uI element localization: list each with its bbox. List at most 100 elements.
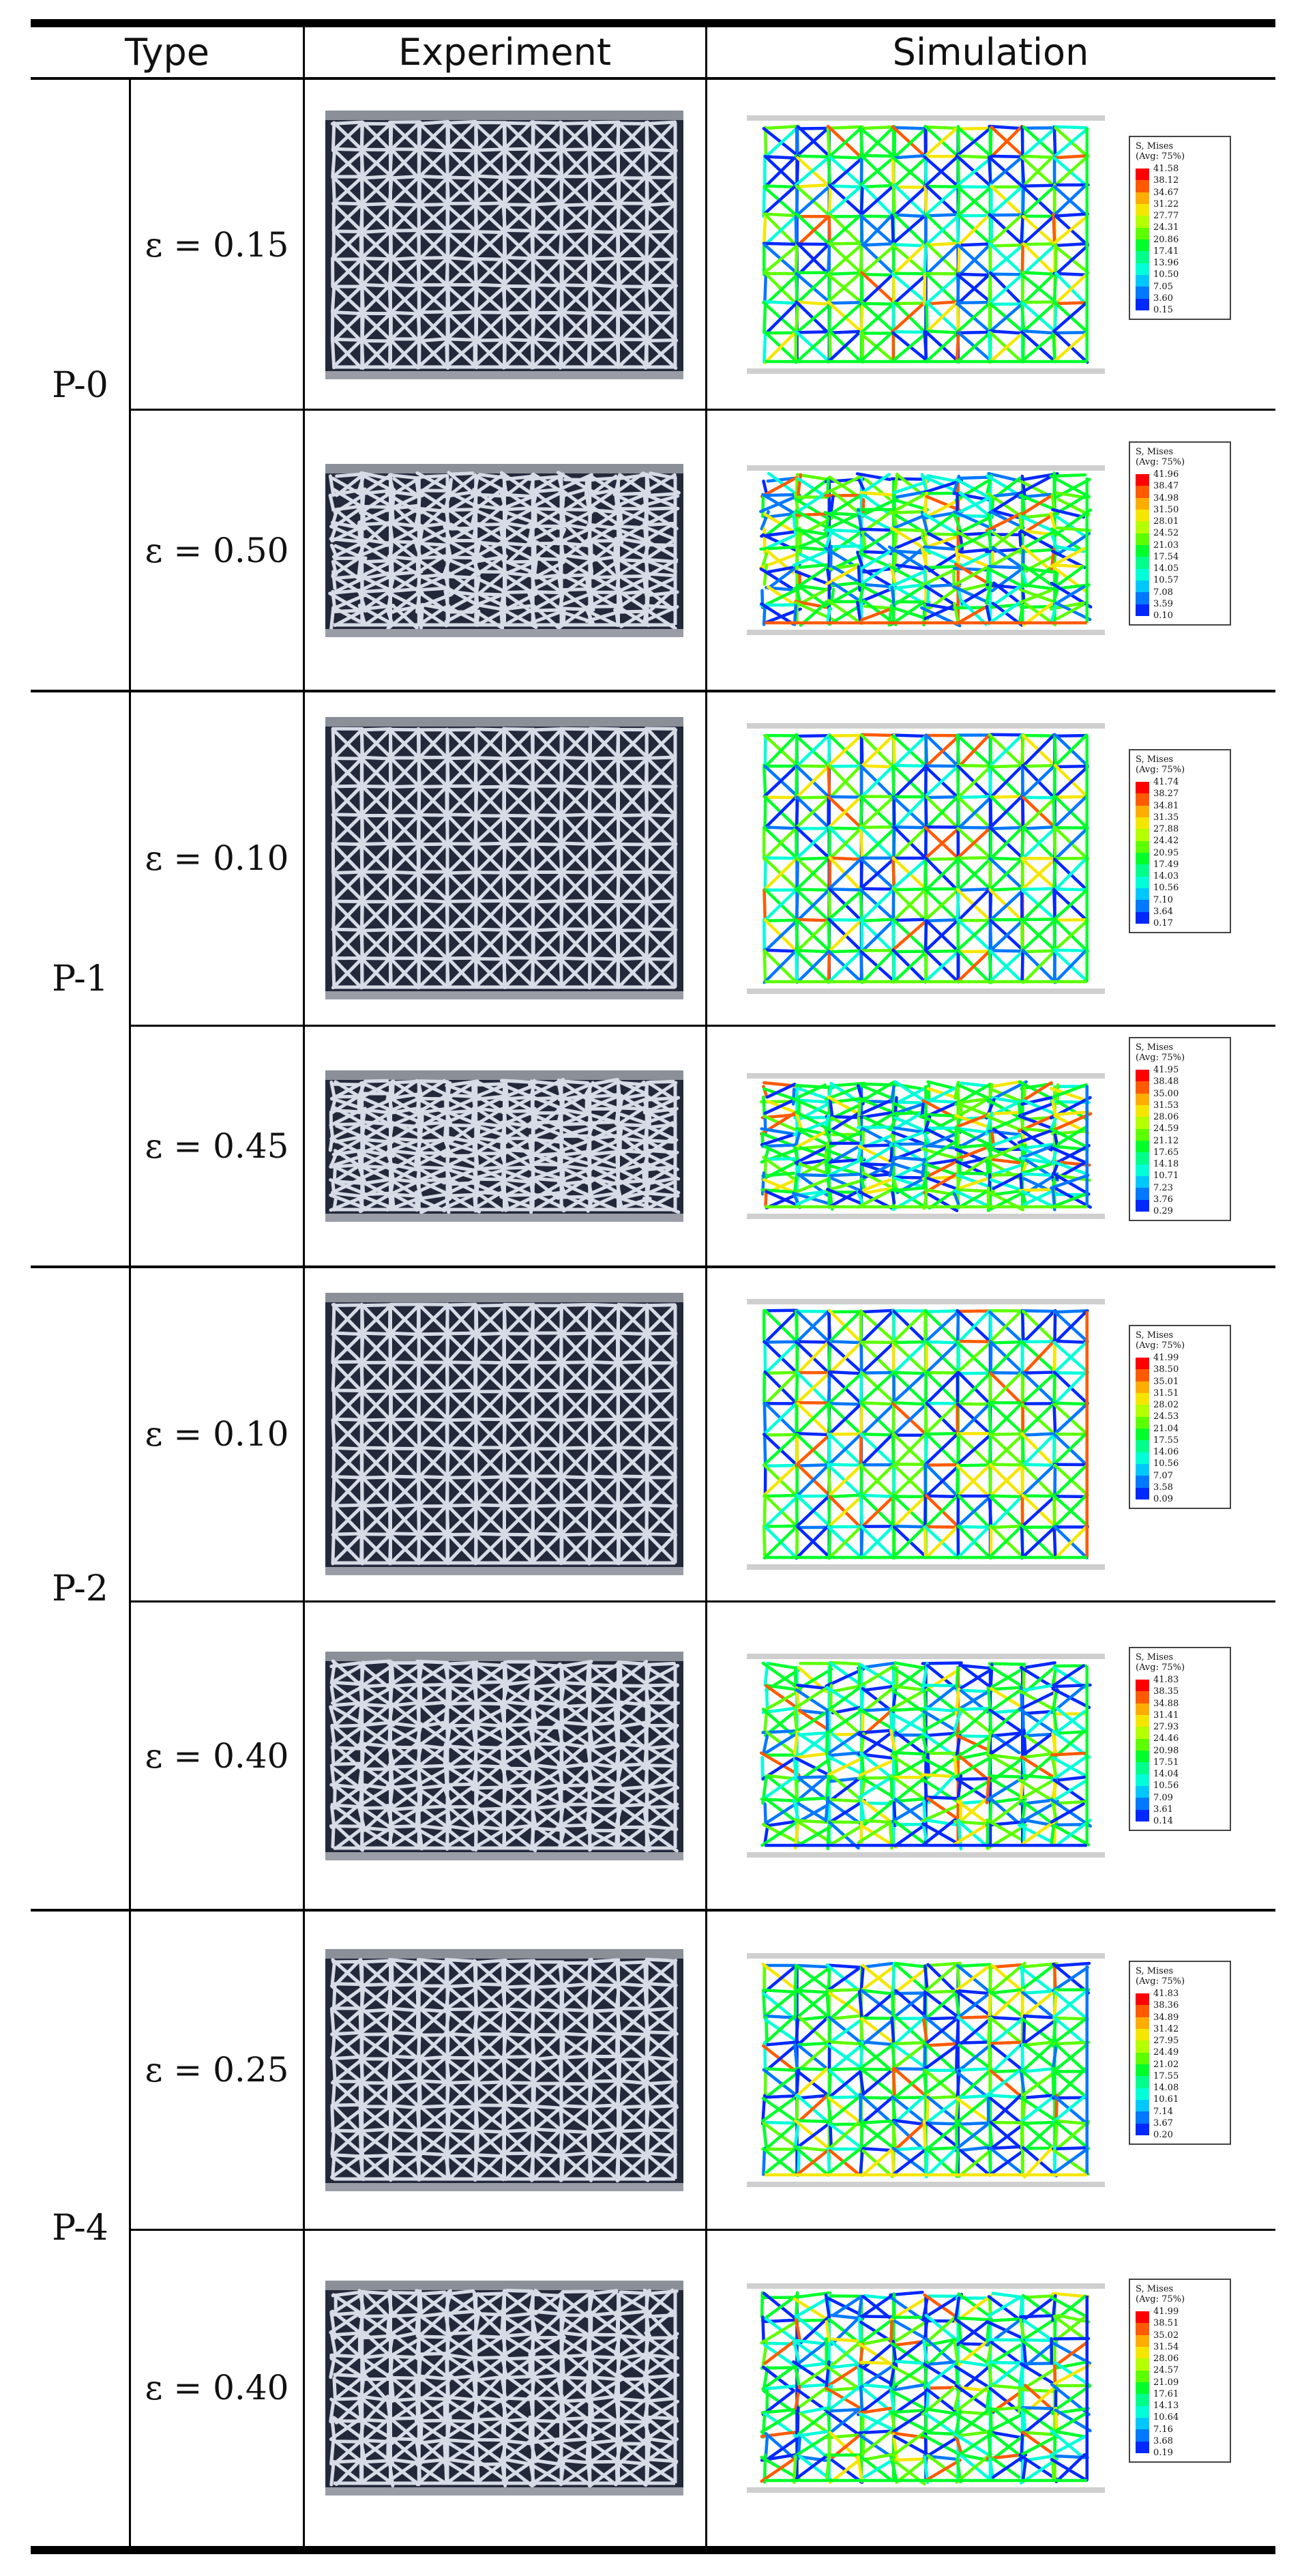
experiment-photo xyxy=(325,111,683,379)
legend-tick: 3.64 xyxy=(1153,906,1173,917)
legend-tick: 7.10 xyxy=(1153,894,1173,905)
legend-title: S, Mises xyxy=(1136,1966,1174,1976)
legend-tick: 20.86 xyxy=(1153,234,1179,245)
legend-tick: 34.89 xyxy=(1153,2012,1179,2023)
legend-tick: 38.12 xyxy=(1153,175,1179,186)
legend-tick: 0.20 xyxy=(1153,2130,1173,2140)
legend-title: S, Mises xyxy=(1136,141,1174,151)
legend-tick: 28.02 xyxy=(1153,1400,1179,1410)
stress-legend: S, Mises (Avg: 75%) 41.74 38.27 34.81 31.35 27… xyxy=(1129,749,1231,933)
legend-tick: 0.10 xyxy=(1153,611,1173,621)
stress-legend: S, Mises (Avg: 75%) 41.83 38.35 34.88 31.41 27… xyxy=(1129,1647,1231,1831)
legend-tick: 31.50 xyxy=(1153,504,1179,515)
legend-tick: 31.51 xyxy=(1153,1388,1179,1399)
legend-tick: 7.07 xyxy=(1153,1470,1173,1481)
legend-tick: 28.06 xyxy=(1153,2354,1179,2364)
legend-tick: 31.54 xyxy=(1153,2341,1179,2352)
header-simulation: Simulation xyxy=(892,31,1089,74)
type-subdivider xyxy=(129,80,131,2546)
legend-subtitle: (Avg: 75%) xyxy=(1136,1663,1185,1673)
legend-tick: 14.18 xyxy=(1153,1159,1179,1169)
group-rule xyxy=(31,690,1275,692)
legend-title: S, Mises xyxy=(1136,1652,1174,1663)
legend-tick: 17.41 xyxy=(1153,246,1179,257)
legend-tick: 31.42 xyxy=(1153,2023,1179,2034)
legend-tick: 7.14 xyxy=(1153,2106,1173,2117)
legend-tick: 27.88 xyxy=(1153,824,1179,834)
legend-tick: 10.50 xyxy=(1153,269,1179,280)
legend-tick: 14.04 xyxy=(1153,1769,1179,1779)
legend-tick: 14.06 xyxy=(1153,1447,1179,1457)
stress-legend: S, Mises (Avg: 75%) 41.99 38.50 35.01 31.51 28… xyxy=(1129,1325,1231,1509)
legend-tick: 24.46 xyxy=(1153,1733,1179,1744)
legend-title: S, Mises xyxy=(1136,1042,1174,1053)
legend-tick: 3.68 xyxy=(1153,2435,1173,2446)
header-type: Type xyxy=(124,31,210,74)
legend-tick: 7.23 xyxy=(1153,1182,1173,1193)
legend-tick: 13.96 xyxy=(1153,258,1179,268)
legend-tick: 10.71 xyxy=(1153,1171,1179,1182)
legend-tick: 41.96 xyxy=(1153,469,1179,480)
experiment-photo xyxy=(325,464,683,637)
strain-label: ε = 0.40 xyxy=(145,2368,289,2407)
legend-tick: 31.35 xyxy=(1153,812,1179,823)
type-label: P-4 xyxy=(52,2208,108,2249)
legend-tick: 35.01 xyxy=(1153,1376,1179,1387)
legend-tick: 34.88 xyxy=(1153,1698,1179,1709)
experiment-photo xyxy=(325,717,683,999)
legend-tick: 41.83 xyxy=(1153,1989,1179,1999)
legend-color-bar xyxy=(1136,1358,1149,1499)
legend-tick: 14.03 xyxy=(1153,871,1179,881)
legend-tick: 7.08 xyxy=(1153,587,1173,598)
legend-title: S, Mises xyxy=(1136,1330,1174,1341)
legend-tick: 38.50 xyxy=(1153,1364,1179,1375)
type-label: P-0 xyxy=(52,365,108,406)
strain-label: ε = 0.40 xyxy=(145,1736,289,1776)
legend-tick: 24.42 xyxy=(1153,836,1179,847)
legend-tick: 38.36 xyxy=(1153,2000,1179,2011)
legend-tick: 41.95 xyxy=(1153,1065,1179,1075)
legend-tick: 35.00 xyxy=(1153,1088,1179,1099)
column-divider xyxy=(303,27,305,2546)
legend-subtitle: (Avg: 75%) xyxy=(1136,151,1185,162)
simulation-contour xyxy=(747,1073,1105,1219)
legend-tick: 24.59 xyxy=(1153,1124,1179,1135)
stress-legend: S, Mises (Avg: 75%) 41.96 38.47 34.98 31.50 28… xyxy=(1129,441,1231,626)
legend-tick: 27.95 xyxy=(1153,2036,1179,2046)
legend-tick: 21.09 xyxy=(1153,2377,1179,2388)
legend-tick: 21.04 xyxy=(1153,1423,1179,1434)
legend-tick: 34.81 xyxy=(1153,800,1179,811)
legend-tick: 7.16 xyxy=(1153,2424,1173,2435)
legend-color-bar xyxy=(1136,169,1149,310)
strain-label: ε = 0.15 xyxy=(145,224,289,265)
legend-tick: 0.15 xyxy=(1153,305,1173,315)
strain-label: ε = 0.45 xyxy=(145,1126,289,1166)
legend-tick: 3.67 xyxy=(1153,2118,1173,2128)
legend-tick: 38.51 xyxy=(1153,2318,1179,2329)
legend-tick: 17.54 xyxy=(1153,551,1179,562)
legend-tick: 7.05 xyxy=(1153,281,1173,292)
legend-tick: 41.99 xyxy=(1153,1353,1179,1363)
experiment-photo xyxy=(325,2281,683,2496)
table-bottom-rule xyxy=(31,2546,1275,2554)
row-rule xyxy=(130,1600,1275,1602)
legend-tick: 41.74 xyxy=(1153,777,1179,787)
legend-tick: 3.59 xyxy=(1153,598,1173,609)
legend-tick: 10.61 xyxy=(1153,2094,1179,2105)
legend-tick: 34.98 xyxy=(1153,493,1179,503)
legend-tick: 24.49 xyxy=(1153,2047,1179,2058)
stress-legend: S, Mises (Avg: 75%) 41.95 38.48 35.00 31.53 28… xyxy=(1129,1037,1231,1221)
legend-tick: 35.02 xyxy=(1153,2330,1179,2341)
legend-subtitle: (Avg: 75%) xyxy=(1136,1053,1185,1063)
legend-tick: 17.61 xyxy=(1153,2388,1179,2399)
legend-tick: 10.64 xyxy=(1153,2412,1179,2423)
legend-subtitle: (Avg: 75%) xyxy=(1136,2294,1185,2304)
legend-tick: 0.19 xyxy=(1153,2448,1173,2458)
legend-color-bar xyxy=(1136,2311,1149,2453)
strain-label: ε = 0.50 xyxy=(145,530,289,570)
legend-title: S, Mises xyxy=(1136,2284,1174,2294)
legend-color-bar xyxy=(1136,1070,1149,1212)
legend-tick: 38.27 xyxy=(1153,789,1179,800)
legend-tick: 41.58 xyxy=(1153,164,1179,174)
legend-tick: 38.35 xyxy=(1153,1686,1179,1697)
